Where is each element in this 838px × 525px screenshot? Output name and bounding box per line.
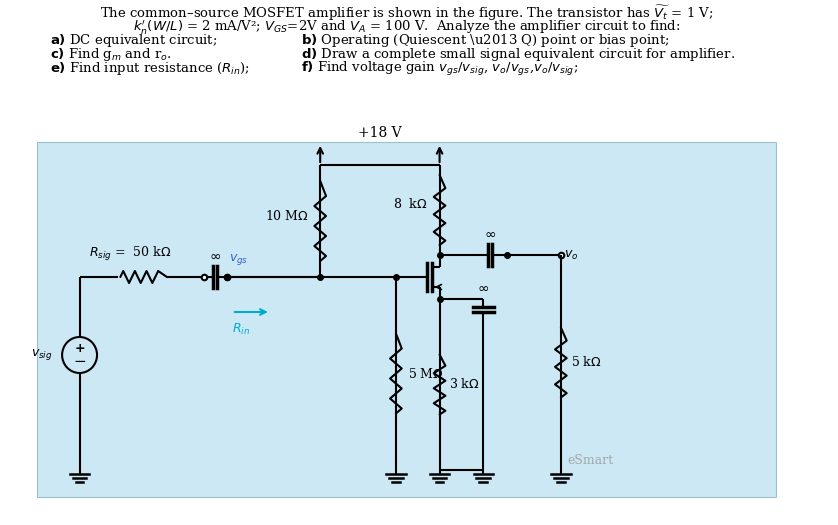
- Text: $\mathbf{e)}$ Find input resistance ($R_{in}$);: $\mathbf{e)}$ Find input resistance ($R_…: [50, 60, 251, 77]
- Text: +18 V: +18 V: [358, 126, 401, 140]
- Text: $\infty$: $\infty$: [484, 227, 496, 241]
- Text: $\mathbf{c)}$ Find g$_m$ and r$_o$.: $\mathbf{c)}$ Find g$_m$ and r$_o$.: [50, 46, 172, 63]
- Text: $v_o$: $v_o$: [564, 248, 578, 261]
- Text: 3 k$\Omega$: 3 k$\Omega$: [449, 377, 480, 392]
- Text: 5 k$\Omega$: 5 k$\Omega$: [571, 355, 601, 370]
- Text: $\mathbf{d)}$ Draw a complete small signal equivalent circuit for amplifier.: $\mathbf{d)}$ Draw a complete small sign…: [301, 46, 735, 63]
- Text: $\infty$: $\infty$: [210, 249, 221, 263]
- Text: −: −: [73, 354, 86, 370]
- Text: +: +: [75, 342, 85, 355]
- Bar: [37, 142, 776, 497]
- Text: $\infty$: $\infty$: [477, 281, 489, 295]
- Text: $R_{in}$: $R_{in}$: [232, 321, 250, 337]
- Text: $\mathbf{f)}$ Find voltage gain $v_{gs}/v_{sig}$, $v_o/v_{gs}$,$v_o/v_{sig}$;: $\mathbf{f)}$ Find voltage gain $v_{gs}/…: [301, 60, 578, 78]
- Text: 5 M$\Omega$: 5 M$\Omega$: [407, 366, 443, 381]
- Text: $R_{sig}$ =  50 k$\Omega$: $R_{sig}$ = 50 k$\Omega$: [90, 245, 172, 263]
- Text: $\mathbf{a)}$ DC equivalent circuit;: $\mathbf{a)}$ DC equivalent circuit;: [50, 32, 218, 49]
- Text: $\mathbf{b)}$ Operating (Quiescent \u2013 Q) point or bias point;: $\mathbf{b)}$ Operating (Quiescent \u201…: [301, 32, 670, 49]
- Text: 10 M$\Omega$: 10 M$\Omega$: [265, 209, 308, 223]
- Text: The common–source MOSFET amplifier is shown in the figure. The transistor has $\: The common–source MOSFET amplifier is sh…: [100, 4, 713, 23]
- Text: $v_{sig}$: $v_{sig}$: [31, 348, 53, 362]
- Text: $v_{gs}$: $v_{gs}$: [229, 252, 248, 267]
- Text: eSmart: eSmart: [567, 454, 613, 467]
- Text: $k_n'(W/L)$ = 2 mA/V²; $V_{GS}$=2V and $V_A$ = 100 V.  Analyze the amplifier cir: $k_n'(W/L)$ = 2 mA/V²; $V_{GS}$=2V and $…: [132, 18, 680, 36]
- Text: 8  k$\Omega$: 8 k$\Omega$: [393, 197, 428, 211]
